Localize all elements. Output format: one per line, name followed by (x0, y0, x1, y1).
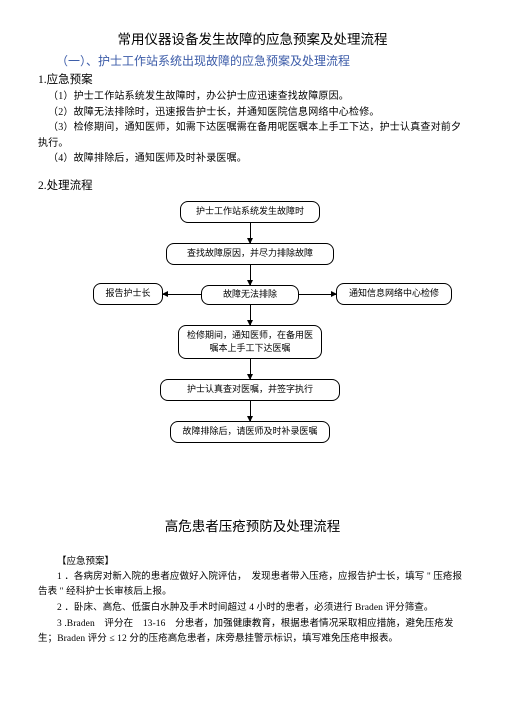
flow-node: 故障排除后，请医师及时补录医嘱 (170, 421, 330, 443)
flowchart: 护士工作站系统发生故障时查找故障原因，并尽力排除故障故障无法排除 报告护士长 通知信… (38, 201, 467, 481)
flow-node: 护士工作站系统发生故障时 (180, 201, 320, 223)
flow-arrow-down (250, 265, 251, 285)
flow-node: 通知信息网络中心检修 (336, 283, 452, 305)
section-1-heading: 1.应急预案 (38, 71, 467, 87)
para-3: （3）检修期间，通知医师，如需下达医嘱需在备用呢医嘱本上手工下达，护士认真查对前… (38, 120, 467, 151)
flow-arrow-down (250, 401, 251, 421)
section-2-heading: 2.处理流程 (38, 177, 467, 193)
flow-arrow-side (299, 294, 336, 295)
flow-arrow-down (250, 223, 251, 243)
flow-node: 护士认真查对医嘱，并签字执行 (160, 379, 340, 401)
flow-arrow-down (250, 359, 251, 379)
para-2: （2）故障无法排除时，迅速报告护士长，并通知医院信息网络中心检修。 (38, 105, 467, 121)
flow-node: 故障无法排除 (201, 285, 299, 305)
body-p3: 3 .Braden 评分在 13-16 分患者，加强健康教育，根据患者情况采取相… (38, 617, 467, 648)
page-subtitle: （一）、护士工作站系统出现故障的应急预案及处理流程 (56, 52, 467, 69)
flow-node: 报告护士长 (93, 283, 163, 305)
subhead-emergency: 【应急预案】 (38, 553, 467, 567)
flow-arrow-down (250, 305, 251, 325)
page-title-2: 高危患者压疮预防及处理流程 (38, 515, 467, 535)
body-p2: 2 ．卧床、高危、低蛋白水肿及手术时间超过 4 小时的患者，必须进行 Brade… (38, 601, 467, 617)
flow-node: 查找故障原因，并尽力排除故障 (166, 243, 334, 265)
flow-node: 检修期间，通知医师，在备用医嘱本上手工下达医嘱 (178, 325, 322, 359)
body-p1: 1 ．各病房对新入院的患者应做好入院评估， 发现患者带入压疮，应报告护士长，填写… (38, 570, 467, 601)
flow-arrow-side (163, 294, 201, 295)
page-title-1: 常用仪器设备发生故障的应急预案及处理流程 (38, 28, 467, 48)
para-4: （4）故障排除后，通知医师及时补录医嘱。 (38, 151, 467, 167)
para-1: （1）护士工作站系统发生故障时，办公护士应迅速查找故障原因。 (38, 89, 467, 105)
